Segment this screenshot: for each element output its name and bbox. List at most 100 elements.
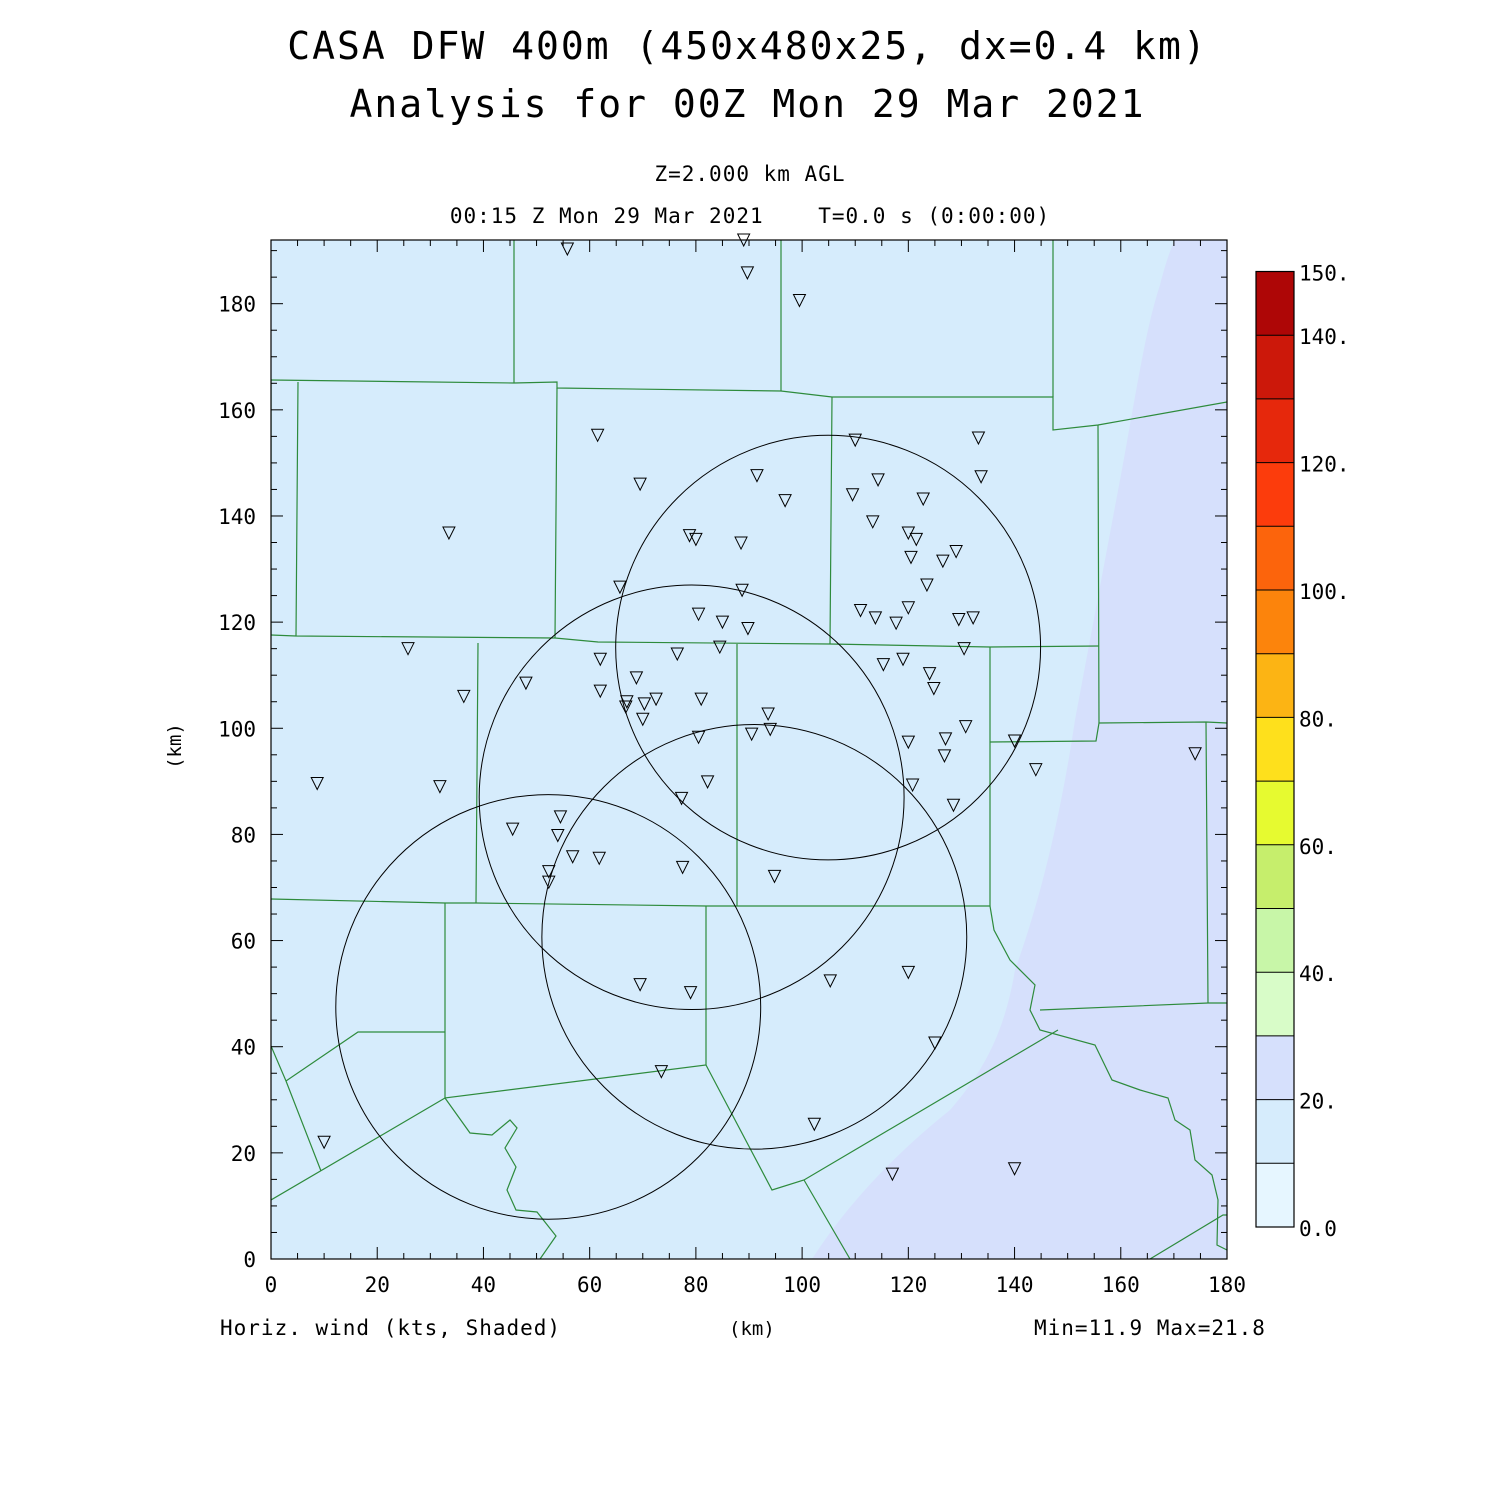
colorbar-swatch: [1256, 844, 1294, 909]
station-marker: [904, 550, 918, 565]
station-marker: [550, 828, 565, 843]
x-axis-label: (km): [729, 1318, 775, 1340]
axis-tick-labels: 0 20 40 60 80 100 120 140 160 180 0 20 40 60 80 100 120 1…: [218, 293, 1246, 1297]
station-marker: [896, 652, 910, 667]
colorbar-swatch: [1256, 781, 1294, 845]
station-marker: [635, 712, 650, 727]
station-marker: [674, 791, 689, 806]
station-marker: [868, 611, 883, 625]
station-marker: [1007, 1162, 1022, 1176]
station-marker: [694, 692, 709, 707]
station-marker: [922, 667, 937, 681]
station-marker: [901, 965, 916, 980]
title-line-2: Analysis for 00Z Mon 29 Mar 2021: [349, 82, 1146, 126]
x-tick-label: 40: [471, 1273, 496, 1297]
station-marker: [741, 621, 755, 636]
colorbar-swatch: [1256, 1099, 1294, 1164]
x-tick-label: 140: [996, 1273, 1034, 1297]
station-marker: [683, 986, 698, 1000]
station-marker: [920, 578, 934, 593]
station-marker: [541, 875, 556, 890]
station-marker: [560, 242, 575, 257]
station-marker: [905, 778, 920, 793]
station-marker: [974, 470, 988, 484]
station-marker: [590, 428, 605, 443]
station-marker: [853, 603, 868, 618]
colorbar-swatch: [1256, 462, 1294, 527]
station-marker: [936, 554, 950, 569]
variable-label: Horiz. wind (kts, Shaded): [220, 1316, 562, 1340]
colorbar-label: 0.0: [1299, 1217, 1337, 1241]
colorbar-swatch: [1256, 590, 1294, 654]
station-marker: [712, 640, 727, 655]
station-marker: [442, 526, 456, 541]
station-marker: [613, 580, 627, 595]
x-tick-label: 180: [1208, 1273, 1246, 1297]
level-label: Z=2.000 km AGL: [654, 162, 846, 186]
colorbar-label: 150.: [1299, 262, 1350, 286]
station-marker: [761, 707, 775, 722]
station-marker: [691, 607, 706, 622]
valid-time-label: 00:15 Z Mon 29 Mar 2021 T=0.0 s (0:00:00…: [449, 204, 1051, 228]
station-marker: [744, 727, 759, 742]
station-marker: [778, 494, 792, 508]
station-marker: [901, 735, 916, 750]
station-marker: [927, 681, 941, 696]
y-tick-label: 0: [243, 1248, 256, 1272]
station-marker: [949, 545, 963, 559]
station-marker: [682, 529, 697, 543]
x-tick-label: 80: [683, 1273, 708, 1297]
colorbar-swatch: [1256, 1163, 1294, 1227]
colorbar-label: 80.: [1299, 707, 1337, 731]
station-marker: [966, 611, 980, 625]
station-marker: [946, 798, 961, 813]
station-marker: [618, 700, 633, 715]
colorbar: 0.0 20. 40. 60. 80. 100. 120. 140. 150.: [1255, 262, 1350, 1241]
colorbar-label: 40.: [1299, 962, 1337, 986]
x-tick-label: 60: [577, 1273, 602, 1297]
x-tick-label: 100: [783, 1273, 821, 1297]
radar-ring-1: [615, 434, 1042, 861]
station-marker: [620, 695, 634, 709]
y-tick-label: 180: [218, 293, 256, 317]
y-tick-label: 40: [231, 1036, 256, 1060]
colorbar-label: 120.: [1299, 453, 1350, 477]
colorbar-swatch: [1256, 972, 1294, 1036]
station-marker: [310, 776, 325, 791]
station-marker: [909, 532, 924, 547]
station-marker: [871, 473, 885, 488]
station-marker: [848, 433, 863, 448]
station-marker: [734, 536, 748, 551]
y-tick-label: 160: [218, 399, 256, 423]
station-marker: [971, 431, 986, 446]
shade-20-30: [812, 240, 1227, 1259]
station-marker: [750, 469, 764, 483]
axis-ticks: [270, 240, 1228, 1260]
colorbar-label: 20.: [1299, 1090, 1337, 1114]
station-marker: [876, 658, 891, 672]
colorbar-swatch: [1256, 398, 1294, 463]
station-marker: [916, 492, 931, 507]
station-marker: [740, 266, 755, 281]
radar-ring-2: [478, 584, 905, 1011]
station-marker: [637, 697, 652, 711]
radar-range-rings: [335, 434, 1042, 1220]
station-marker: [928, 1036, 942, 1051]
x-tick-label: 0: [265, 1273, 278, 1297]
colorbar-swatch: [1256, 1035, 1294, 1100]
station-marker: [1188, 747, 1202, 761]
station-marker: [715, 615, 730, 630]
colorbar-swatch: [1256, 271, 1294, 336]
colorbar-swatch: [1256, 335, 1294, 399]
radar-ring-4: [335, 794, 762, 1220]
wind-shading: [271, 240, 1227, 1259]
colorbar-frame: [1255, 270, 1295, 1228]
station-marker: [689, 532, 703, 547]
station-marker: [633, 477, 647, 492]
station-marker: [845, 488, 860, 502]
title-line-1: CASA DFW 400m (450x480x25, dx=0.4 km): [287, 24, 1208, 68]
station-marker: [792, 294, 807, 308]
station-marker: [957, 642, 971, 656]
station-marker: [700, 775, 715, 789]
